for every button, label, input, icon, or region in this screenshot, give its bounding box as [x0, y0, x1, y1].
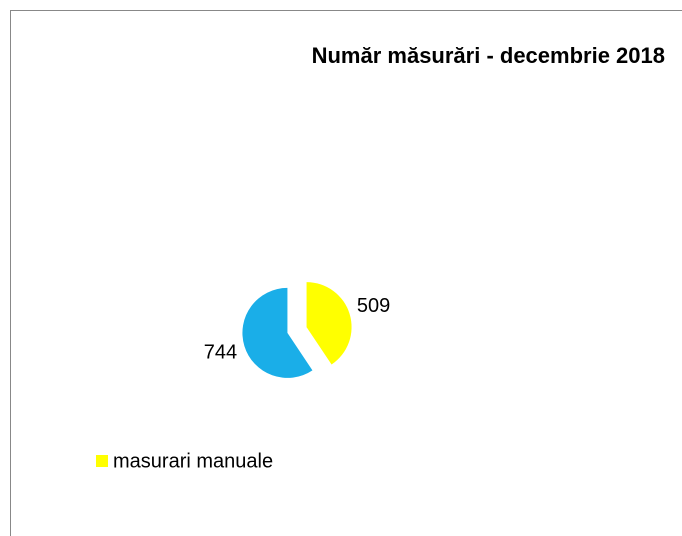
- chart-title: Număr măsurări - decembrie 2018: [312, 43, 665, 68]
- pie-slice: [242, 287, 313, 378]
- chart-frame: [10, 10, 682, 536]
- legend-swatch: [96, 455, 108, 467]
- legend-label: masurari manuale: [113, 450, 273, 472]
- data-label: 744: [204, 342, 237, 364]
- pie-slice: [306, 282, 352, 365]
- data-label: 509: [357, 295, 390, 317]
